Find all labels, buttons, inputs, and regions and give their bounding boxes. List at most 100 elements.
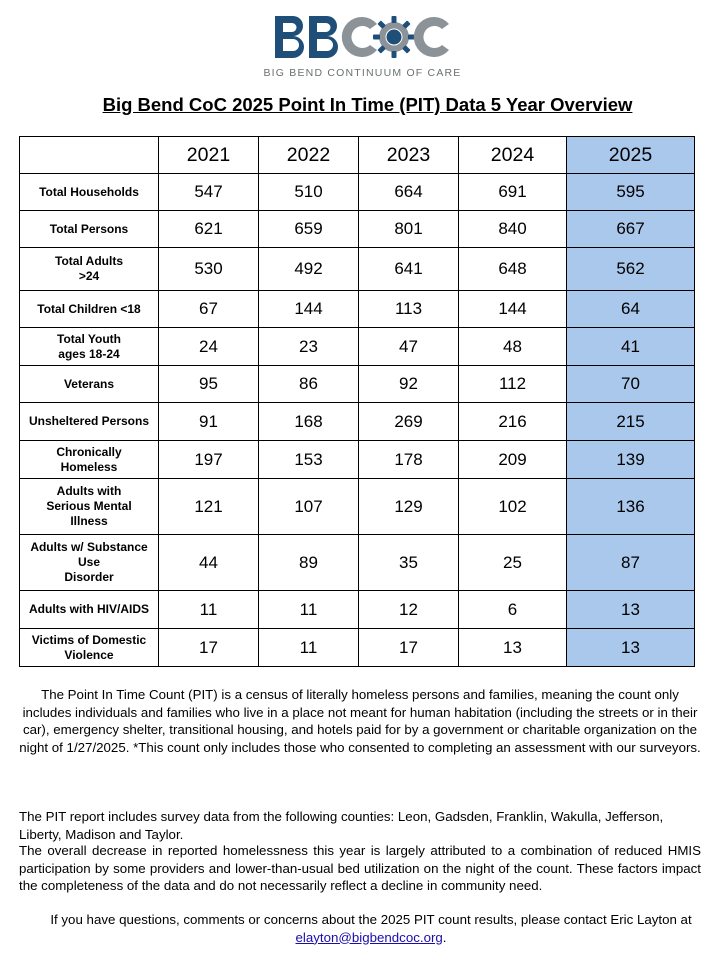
cell-2023: 664 bbox=[358, 173, 459, 211]
cell-2024: 648 bbox=[458, 247, 567, 291]
counties-paragraph: The PIT report includes survey data from… bbox=[19, 809, 664, 842]
contact-paragraph: If you have questions, comments or conce… bbox=[30, 911, 712, 946]
row-label: Total Persons bbox=[19, 210, 159, 248]
cell-2022: 153 bbox=[258, 440, 359, 479]
cell-2021: 621 bbox=[158, 210, 259, 248]
cell-2025: 41 bbox=[566, 327, 695, 366]
cell-2022: 11 bbox=[258, 628, 359, 667]
row-label: Total Youth ages 18-24 bbox=[19, 327, 159, 366]
cell-2025: 13 bbox=[566, 628, 695, 667]
cell-2023: 641 bbox=[358, 247, 459, 291]
row-label: Total Households bbox=[19, 173, 159, 211]
table-body: Total Households 547 510 664 691 595 Total Per… bbox=[19, 173, 695, 667]
cell-2025: 595 bbox=[566, 173, 695, 211]
cell-2023: 801 bbox=[358, 210, 459, 248]
row-label: Victims of Domestic Violence bbox=[19, 628, 159, 667]
table-row: Total Adults >24 530 492 641 648 562 bbox=[19, 247, 695, 291]
cell-2023: 113 bbox=[358, 290, 459, 328]
cell-2022: 168 bbox=[258, 402, 359, 441]
table-row: Veterans 95 86 92 112 70 bbox=[19, 365, 695, 403]
cell-2022: 11 bbox=[258, 590, 359, 629]
cell-2022: 89 bbox=[258, 534, 359, 591]
cell-2021: 121 bbox=[158, 478, 259, 535]
cell-2021: 11 bbox=[158, 590, 259, 629]
cell-2023: 47 bbox=[358, 327, 459, 366]
cell-2024: 48 bbox=[458, 327, 567, 366]
cell-2021: 197 bbox=[158, 440, 259, 479]
cell-2023: 17 bbox=[358, 628, 459, 667]
table-row: Total Youth ages 18-24 24 23 47 48 41 bbox=[19, 327, 695, 366]
cell-2021: 17 bbox=[158, 628, 259, 667]
cell-2021: 67 bbox=[158, 290, 259, 328]
cell-2021: 24 bbox=[158, 327, 259, 366]
decrease-paragraph: The overall decrease in reported homeles… bbox=[19, 843, 701, 893]
cell-2022: 86 bbox=[258, 365, 359, 403]
cell-2023: 35 bbox=[358, 534, 459, 591]
cell-2025: 139 bbox=[566, 440, 695, 479]
table-row: Unsheltered Persons 91 168 269 216 215 bbox=[19, 402, 695, 441]
cell-2022: 107 bbox=[258, 478, 359, 535]
cell-2021: 91 bbox=[158, 402, 259, 441]
row-label: Adults with HIV/AIDS bbox=[19, 590, 159, 629]
contact-suffix: . bbox=[442, 929, 447, 945]
cell-2023: 269 bbox=[358, 402, 459, 441]
cell-2024: 25 bbox=[458, 534, 567, 591]
table-row: Total Children <18 67 144 113 144 64 bbox=[19, 290, 695, 328]
cell-2024: 216 bbox=[458, 402, 567, 441]
row-label: Chronically Homeless bbox=[19, 440, 159, 479]
header-year-2024: 2024 bbox=[458, 136, 567, 174]
cell-2025: 215 bbox=[566, 402, 695, 441]
header-year-2023: 2023 bbox=[358, 136, 459, 174]
table-row: Total Households 547 510 664 691 595 bbox=[19, 173, 695, 211]
cell-2025: 667 bbox=[566, 210, 695, 248]
row-label: Adults w/ Substance Use Disorder bbox=[19, 534, 159, 591]
cell-2025: 64 bbox=[566, 290, 695, 328]
cell-2021: 44 bbox=[158, 534, 259, 591]
header-corner bbox=[19, 136, 159, 174]
cell-2024: 102 bbox=[458, 478, 567, 535]
header-year-2021: 2021 bbox=[158, 136, 259, 174]
cell-2022: 659 bbox=[258, 210, 359, 248]
table-row: Adults with HIV/AIDS 11 11 12 6 13 bbox=[19, 590, 695, 629]
cell-2025: 87 bbox=[566, 534, 695, 591]
pit-data-table: 2021 2022 2023 2024 2025 Total Household… bbox=[19, 136, 695, 667]
contact-text: If you have questions, comments or conce… bbox=[50, 912, 692, 927]
cell-2023: 129 bbox=[358, 478, 459, 535]
cell-2022: 23 bbox=[258, 327, 359, 366]
row-label: Adults with Serious Mental Illness bbox=[19, 478, 159, 535]
bbcoc-logo-icon bbox=[274, 16, 449, 58]
logo-subtitle: BIG BEND CONTINUUM OF CARE bbox=[263, 67, 462, 79]
cell-2022: 492 bbox=[258, 247, 359, 291]
cell-2025: 70 bbox=[566, 365, 695, 403]
header-year-2022: 2022 bbox=[258, 136, 359, 174]
table-header-row: 2021 2022 2023 2024 2025 bbox=[19, 136, 695, 174]
cell-2023: 12 bbox=[358, 590, 459, 629]
cell-2022: 144 bbox=[258, 290, 359, 328]
cell-2022: 510 bbox=[258, 173, 359, 211]
cell-2024: 144 bbox=[458, 290, 567, 328]
cell-2024: 209 bbox=[458, 440, 567, 479]
table-row: Chronically Homeless 197 153 178 209 139 bbox=[19, 440, 695, 479]
row-label: Total Children <18 bbox=[19, 290, 159, 328]
cell-2025: 13 bbox=[566, 590, 695, 629]
cell-2021: 547 bbox=[158, 173, 259, 211]
contact-email-link[interactable]: elayton@bigbendcoc.org bbox=[295, 929, 443, 945]
cell-2023: 178 bbox=[358, 440, 459, 479]
row-label: Veterans bbox=[19, 365, 159, 403]
cell-2024: 6 bbox=[458, 590, 567, 629]
cell-2024: 13 bbox=[458, 628, 567, 667]
cell-2025: 136 bbox=[566, 478, 695, 535]
cell-2024: 691 bbox=[458, 173, 567, 211]
table-row: Adults w/ Substance Use Disorder 44 89 35 25… bbox=[19, 534, 695, 591]
cell-2021: 530 bbox=[158, 247, 259, 291]
table-row: Total Persons 621 659 801 840 667 bbox=[19, 210, 695, 248]
cell-2024: 112 bbox=[458, 365, 567, 403]
table-row: Adults with Serious Mental Illness 121 107… bbox=[19, 478, 695, 535]
header-year-2025: 2025 bbox=[566, 136, 695, 174]
cell-2024: 840 bbox=[458, 210, 567, 248]
page-title: Big Bend CoC 2025 Point In Time (PIT) Da… bbox=[102, 94, 633, 115]
table-row: Victims of Domestic Violence 17 11 17 13 13 bbox=[19, 628, 695, 667]
row-label: Total Adults >24 bbox=[19, 247, 159, 291]
logo: BIG BEND CONTINUUM OF CARE bbox=[0, 14, 725, 79]
